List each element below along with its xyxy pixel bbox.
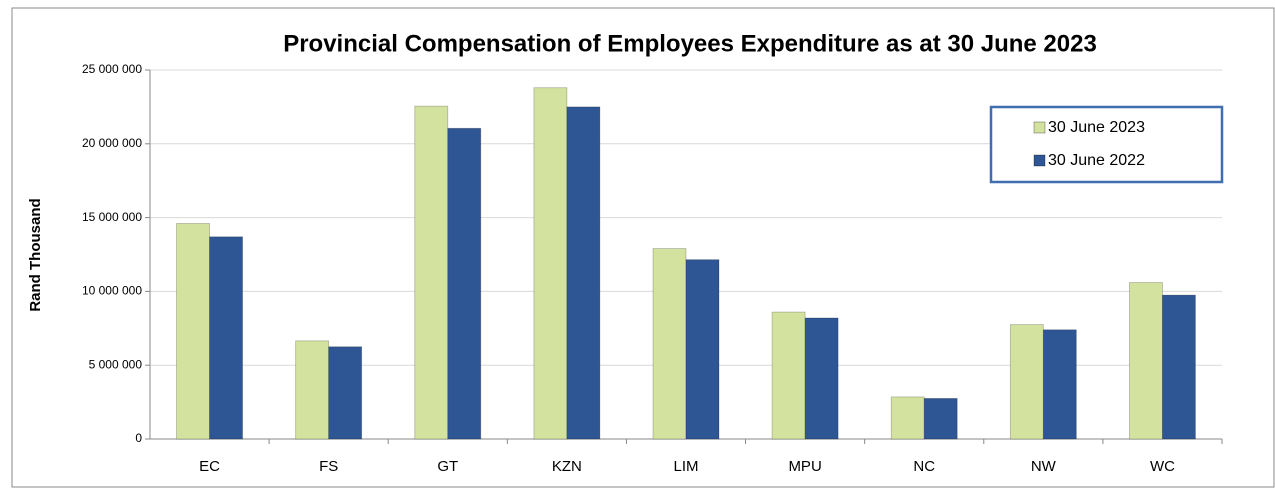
bar: [890, 396, 925, 440]
bar: [685, 259, 720, 440]
legend-label: 30 June 2022: [1048, 152, 1145, 169]
x-tick-label: EC: [199, 458, 220, 475]
bar: [1162, 294, 1196, 440]
x-tick-label: NC: [913, 458, 935, 475]
bar: [295, 340, 330, 440]
y-tick-label: 0: [135, 431, 142, 445]
x-tick-label: LIM: [673, 458, 698, 475]
legend-swatch: [1033, 154, 1046, 167]
bar: [328, 346, 363, 440]
bar: [414, 105, 449, 440]
bar: [652, 248, 687, 440]
bar: [923, 398, 958, 440]
y-tick-label: 25 000 000: [82, 62, 142, 76]
bar: [804, 317, 839, 440]
bar: [1129, 282, 1163, 440]
chart-title: Provincial Compensation of Employees Exp…: [283, 30, 1097, 57]
bar: [447, 127, 482, 440]
bar: [1042, 329, 1077, 440]
bar: [176, 223, 210, 440]
x-tick-label: NW: [1031, 458, 1057, 475]
y-axis-label: Rand Thousand: [27, 198, 44, 311]
legend-box: [989, 105, 1224, 184]
x-tick-label: GT: [437, 458, 458, 475]
legend-swatch: [1033, 121, 1046, 134]
bar: [533, 87, 568, 440]
bar: [771, 311, 806, 440]
x-tick-label: MPU: [788, 458, 821, 475]
y-tick-label: 5 000 000: [89, 357, 143, 371]
x-tick-label: KZN: [552, 458, 582, 475]
bar: [209, 236, 243, 440]
y-tick-label: 15 000 000: [82, 210, 142, 224]
bar: [566, 106, 601, 440]
x-tick-label: WC: [1150, 458, 1175, 475]
y-tick-label: 10 000 000: [82, 284, 142, 298]
legend-label: 30 June 2023: [1048, 119, 1145, 136]
x-tick-label: FS: [319, 458, 338, 475]
y-tick-label: 20 000 000: [82, 136, 142, 150]
bar: [1009, 324, 1044, 440]
